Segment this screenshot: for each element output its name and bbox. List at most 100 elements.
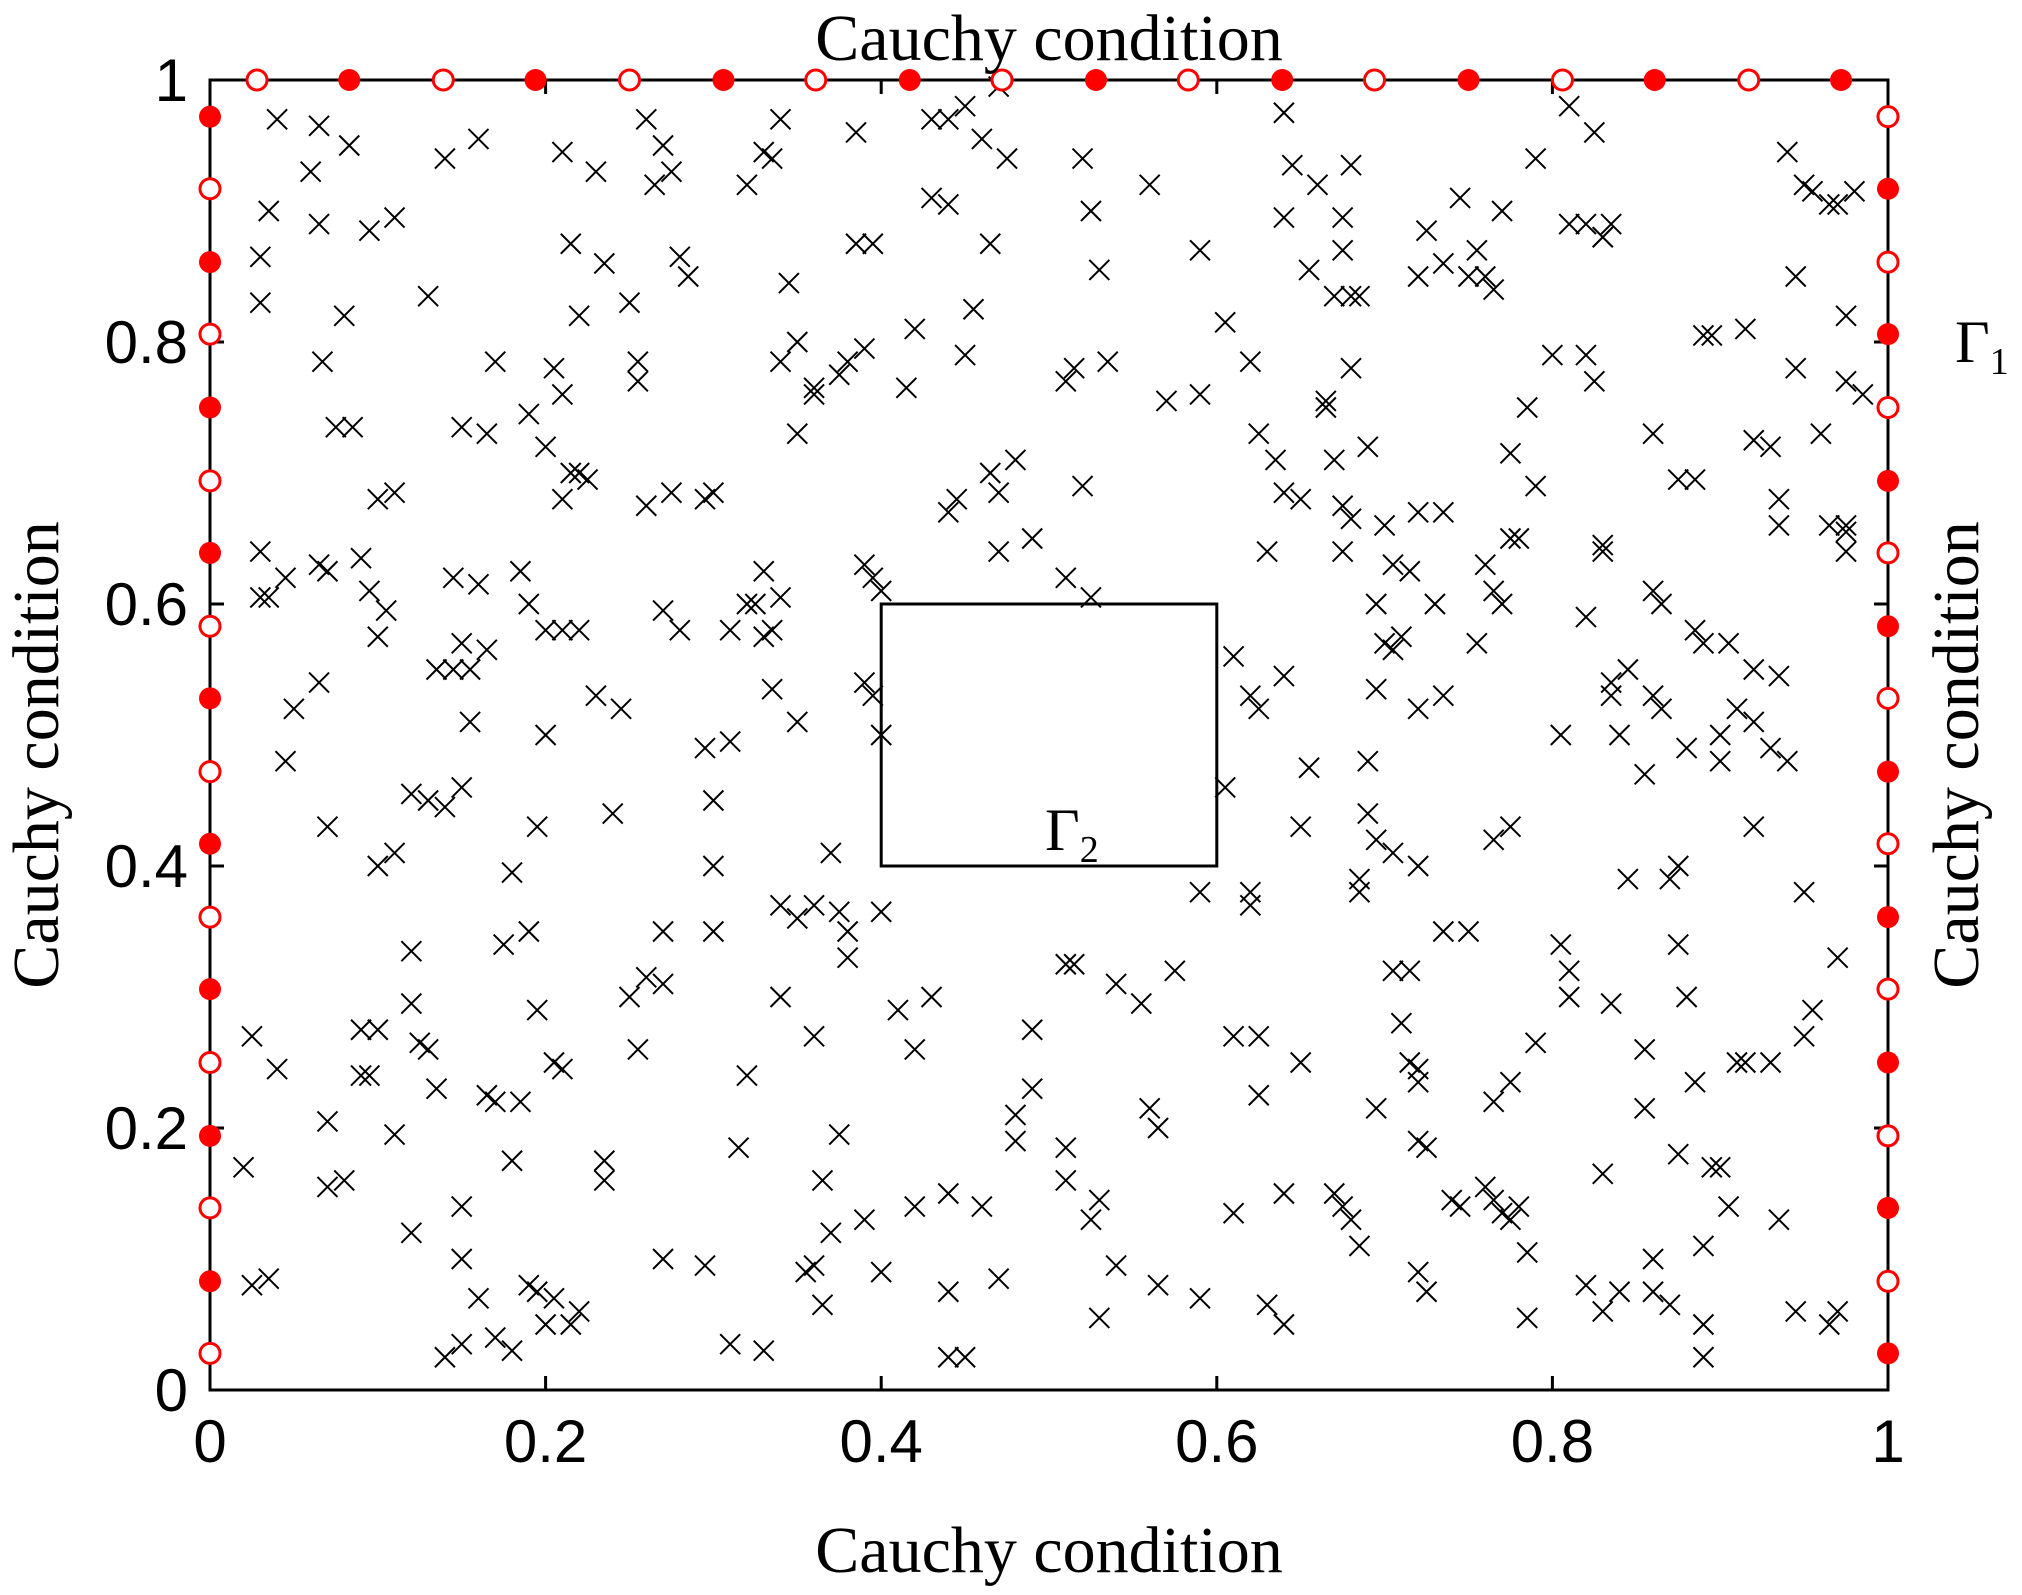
interior-point xyxy=(526,999,548,1021)
interior-point xyxy=(920,986,943,1008)
interior-point xyxy=(1499,442,1522,465)
interior-point xyxy=(1063,357,1085,379)
y-tick-label: 0.2 xyxy=(105,1095,188,1162)
boundary-point-filled xyxy=(199,541,221,564)
interior-point xyxy=(937,108,960,131)
interior-point xyxy=(1826,1300,1849,1323)
interior-point xyxy=(1818,1313,1840,1336)
interior-point xyxy=(417,1038,439,1061)
interior-point xyxy=(1055,1169,1077,1192)
interior-point xyxy=(551,619,574,641)
interior-point xyxy=(417,789,439,812)
interior-point xyxy=(1743,711,1765,733)
interior-point xyxy=(1633,1097,1656,1120)
interior-point xyxy=(266,108,288,131)
interior-point xyxy=(1340,357,1362,379)
boundary-point-filled xyxy=(1830,69,1853,91)
interior-points-group xyxy=(232,75,1874,1368)
interior-point xyxy=(1592,534,1614,556)
interior-point xyxy=(1323,449,1345,471)
interior-point xyxy=(450,416,473,438)
interior-point xyxy=(1331,495,1354,517)
interior-point xyxy=(568,1300,590,1323)
interior-point xyxy=(845,233,867,255)
interior-point xyxy=(1415,1136,1438,1159)
interior-point xyxy=(937,193,960,216)
boundary-point-filled xyxy=(1877,615,1899,638)
boundary-point-hollow xyxy=(198,905,222,929)
interior-point xyxy=(1499,1071,1522,1093)
interior-point xyxy=(635,108,657,131)
interior-point xyxy=(1063,953,1085,975)
interior-point xyxy=(870,901,892,923)
interior-point xyxy=(736,174,758,196)
interior-point xyxy=(568,305,590,327)
interior-point xyxy=(694,488,716,510)
interior-point xyxy=(1021,1019,1043,1041)
boundary-point-filled xyxy=(1084,69,1107,91)
interior-point xyxy=(1004,1130,1027,1152)
interior-point xyxy=(1835,521,1857,543)
boundary-point-hollow xyxy=(198,322,222,346)
interior-point xyxy=(1768,514,1790,537)
boundary-point-filled xyxy=(199,978,221,1001)
interior-point xyxy=(1273,1182,1295,1205)
boundary-point-hollow xyxy=(431,68,455,92)
interior-point xyxy=(241,1274,263,1296)
interior-point xyxy=(769,894,792,917)
interior-point xyxy=(1793,881,1815,903)
interior-point xyxy=(845,121,867,144)
interior-point xyxy=(1499,815,1522,838)
interior-point xyxy=(1592,226,1614,248)
y-tick-label: 0.4 xyxy=(105,833,188,900)
interior-point xyxy=(1508,1195,1530,1218)
interior-point xyxy=(937,1182,960,1205)
interior-point xyxy=(1055,953,1077,975)
interior-point xyxy=(551,1058,574,1080)
interior-point xyxy=(971,1195,993,1218)
interior-point xyxy=(501,861,523,884)
interior-point xyxy=(1357,750,1379,772)
interior-point xyxy=(425,1077,448,1100)
interior-point xyxy=(753,560,775,582)
boundary-point-filled xyxy=(898,69,921,91)
interior-point xyxy=(1214,311,1236,334)
interior-point xyxy=(1373,632,1396,655)
interior-point xyxy=(1633,763,1656,786)
interior-point xyxy=(1256,540,1278,563)
interior-point xyxy=(946,488,968,510)
interior-point xyxy=(820,842,842,864)
interior-point xyxy=(1399,960,1421,982)
interior-point xyxy=(1407,1261,1429,1283)
boundary-point-filled xyxy=(1877,323,1899,346)
boundary-point-filled xyxy=(199,1270,221,1293)
interior-point xyxy=(1080,200,1102,222)
interior-point xyxy=(1726,698,1748,720)
interior-point xyxy=(1743,658,1765,681)
interior-point xyxy=(1273,1313,1295,1336)
interior-point xyxy=(450,1333,473,1355)
interior-point xyxy=(383,481,406,504)
interior-point xyxy=(1340,285,1362,307)
interior-point xyxy=(836,920,859,943)
inner-boundary-label: Γ2 xyxy=(1045,797,1099,871)
x-tick-label: 0.2 xyxy=(504,1408,587,1475)
interior-point xyxy=(576,468,599,491)
interior-point xyxy=(1080,1208,1102,1231)
interior-point xyxy=(1382,553,1404,576)
boundary-point-filled xyxy=(199,832,221,855)
interior-point xyxy=(1315,390,1337,412)
interior-point xyxy=(1432,684,1455,707)
interior-point xyxy=(1785,357,1807,379)
interior-point xyxy=(1701,1156,1723,1179)
boundary-points-group xyxy=(198,68,1900,1365)
interior-point xyxy=(316,1110,339,1133)
interior-point xyxy=(400,940,423,962)
interior-point xyxy=(1743,429,1765,451)
interior-point xyxy=(299,160,322,183)
interior-point xyxy=(1348,868,1371,890)
interior-point xyxy=(1390,626,1413,648)
interior-point xyxy=(1482,278,1505,301)
interior-point xyxy=(1424,593,1446,615)
